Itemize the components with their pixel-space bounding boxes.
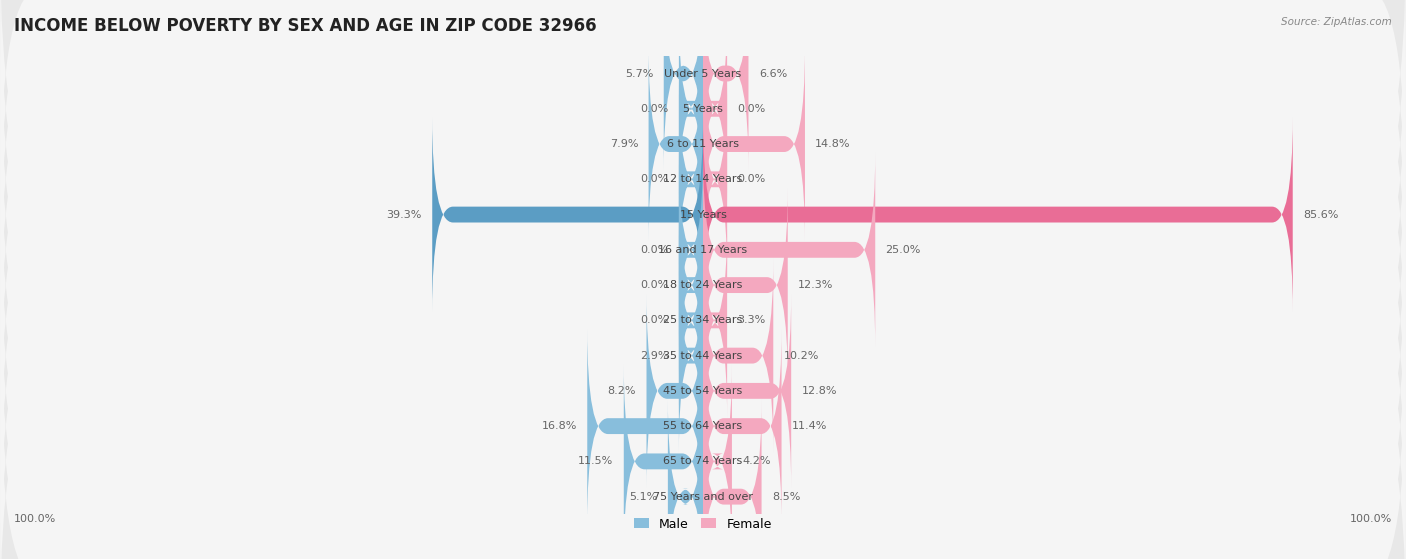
Text: 25 to 34 Years: 25 to 34 Years <box>664 315 742 325</box>
FancyBboxPatch shape <box>703 363 733 559</box>
Text: 0.0%: 0.0% <box>738 174 766 184</box>
FancyBboxPatch shape <box>0 301 1406 551</box>
Text: 5 Years: 5 Years <box>683 104 723 114</box>
FancyBboxPatch shape <box>0 19 1406 269</box>
Text: Source: ZipAtlas.com: Source: ZipAtlas.com <box>1281 17 1392 27</box>
Text: 4.2%: 4.2% <box>742 456 770 466</box>
Text: 12 to 14 Years: 12 to 14 Years <box>664 174 742 184</box>
FancyBboxPatch shape <box>648 46 703 242</box>
Text: 35 to 44 Years: 35 to 44 Years <box>664 350 742 361</box>
FancyBboxPatch shape <box>703 82 727 277</box>
FancyBboxPatch shape <box>0 266 1406 516</box>
FancyBboxPatch shape <box>703 399 762 559</box>
Text: 8.5%: 8.5% <box>772 492 800 501</box>
Text: 15 Years: 15 Years <box>679 210 727 220</box>
FancyBboxPatch shape <box>679 187 703 383</box>
Text: 18 to 24 Years: 18 to 24 Years <box>664 280 742 290</box>
FancyBboxPatch shape <box>703 11 727 207</box>
Text: 65 to 74 Years: 65 to 74 Years <box>664 456 742 466</box>
FancyBboxPatch shape <box>0 196 1406 445</box>
Text: 100.0%: 100.0% <box>1350 514 1392 524</box>
Text: 16.8%: 16.8% <box>541 421 576 431</box>
FancyBboxPatch shape <box>679 82 703 277</box>
Text: 11.4%: 11.4% <box>792 421 827 431</box>
Text: Under 5 Years: Under 5 Years <box>665 69 741 78</box>
FancyBboxPatch shape <box>0 90 1406 339</box>
FancyBboxPatch shape <box>0 0 1406 234</box>
Text: 45 to 54 Years: 45 to 54 Years <box>664 386 742 396</box>
FancyBboxPatch shape <box>703 0 748 172</box>
Text: 0.0%: 0.0% <box>640 280 669 290</box>
Text: 25.0%: 25.0% <box>886 245 921 255</box>
Text: INCOME BELOW POVERTY BY SEX AND AGE IN ZIP CODE 32966: INCOME BELOW POVERTY BY SEX AND AGE IN Z… <box>14 17 596 35</box>
FancyBboxPatch shape <box>0 160 1406 410</box>
FancyBboxPatch shape <box>703 328 782 524</box>
FancyBboxPatch shape <box>703 258 773 453</box>
Text: 14.8%: 14.8% <box>815 139 851 149</box>
FancyBboxPatch shape <box>703 117 1292 312</box>
Text: 75 Years and over: 75 Years and over <box>652 492 754 501</box>
FancyBboxPatch shape <box>0 0 1406 198</box>
FancyBboxPatch shape <box>679 11 703 207</box>
FancyBboxPatch shape <box>668 399 703 559</box>
Text: 55 to 64 Years: 55 to 64 Years <box>664 421 742 431</box>
FancyBboxPatch shape <box>0 372 1406 559</box>
Text: 85.6%: 85.6% <box>1303 210 1339 220</box>
FancyBboxPatch shape <box>0 231 1406 480</box>
Text: 2.9%: 2.9% <box>640 350 669 361</box>
FancyBboxPatch shape <box>679 258 703 453</box>
Text: 5.1%: 5.1% <box>630 492 658 501</box>
Text: 3.3%: 3.3% <box>738 315 766 325</box>
FancyBboxPatch shape <box>0 337 1406 559</box>
FancyBboxPatch shape <box>679 152 703 348</box>
FancyBboxPatch shape <box>588 328 703 524</box>
Text: 6.6%: 6.6% <box>759 69 787 78</box>
Text: 7.9%: 7.9% <box>610 139 638 149</box>
Text: 0.0%: 0.0% <box>640 315 669 325</box>
FancyBboxPatch shape <box>703 293 792 489</box>
FancyBboxPatch shape <box>0 54 1406 304</box>
Text: 5.7%: 5.7% <box>626 69 654 78</box>
Text: 0.0%: 0.0% <box>640 245 669 255</box>
Text: 8.2%: 8.2% <box>607 386 636 396</box>
Text: 16 and 17 Years: 16 and 17 Years <box>658 245 748 255</box>
Text: 11.5%: 11.5% <box>578 456 613 466</box>
Text: 0.0%: 0.0% <box>640 174 669 184</box>
Text: 12.3%: 12.3% <box>799 280 834 290</box>
Text: 0.0%: 0.0% <box>640 104 669 114</box>
FancyBboxPatch shape <box>679 222 703 418</box>
FancyBboxPatch shape <box>647 293 703 489</box>
FancyBboxPatch shape <box>664 0 703 172</box>
FancyBboxPatch shape <box>624 363 703 559</box>
Text: 0.0%: 0.0% <box>738 104 766 114</box>
Text: 12.8%: 12.8% <box>801 386 837 396</box>
FancyBboxPatch shape <box>703 46 806 242</box>
FancyBboxPatch shape <box>703 222 727 418</box>
FancyBboxPatch shape <box>703 187 787 383</box>
Legend: Male, Female: Male, Female <box>630 513 776 536</box>
Text: 100.0%: 100.0% <box>14 514 56 524</box>
FancyBboxPatch shape <box>703 152 875 348</box>
Text: 6 to 11 Years: 6 to 11 Years <box>666 139 740 149</box>
FancyBboxPatch shape <box>0 125 1406 375</box>
Text: 10.2%: 10.2% <box>783 350 818 361</box>
FancyBboxPatch shape <box>432 117 703 312</box>
Text: 39.3%: 39.3% <box>387 210 422 220</box>
